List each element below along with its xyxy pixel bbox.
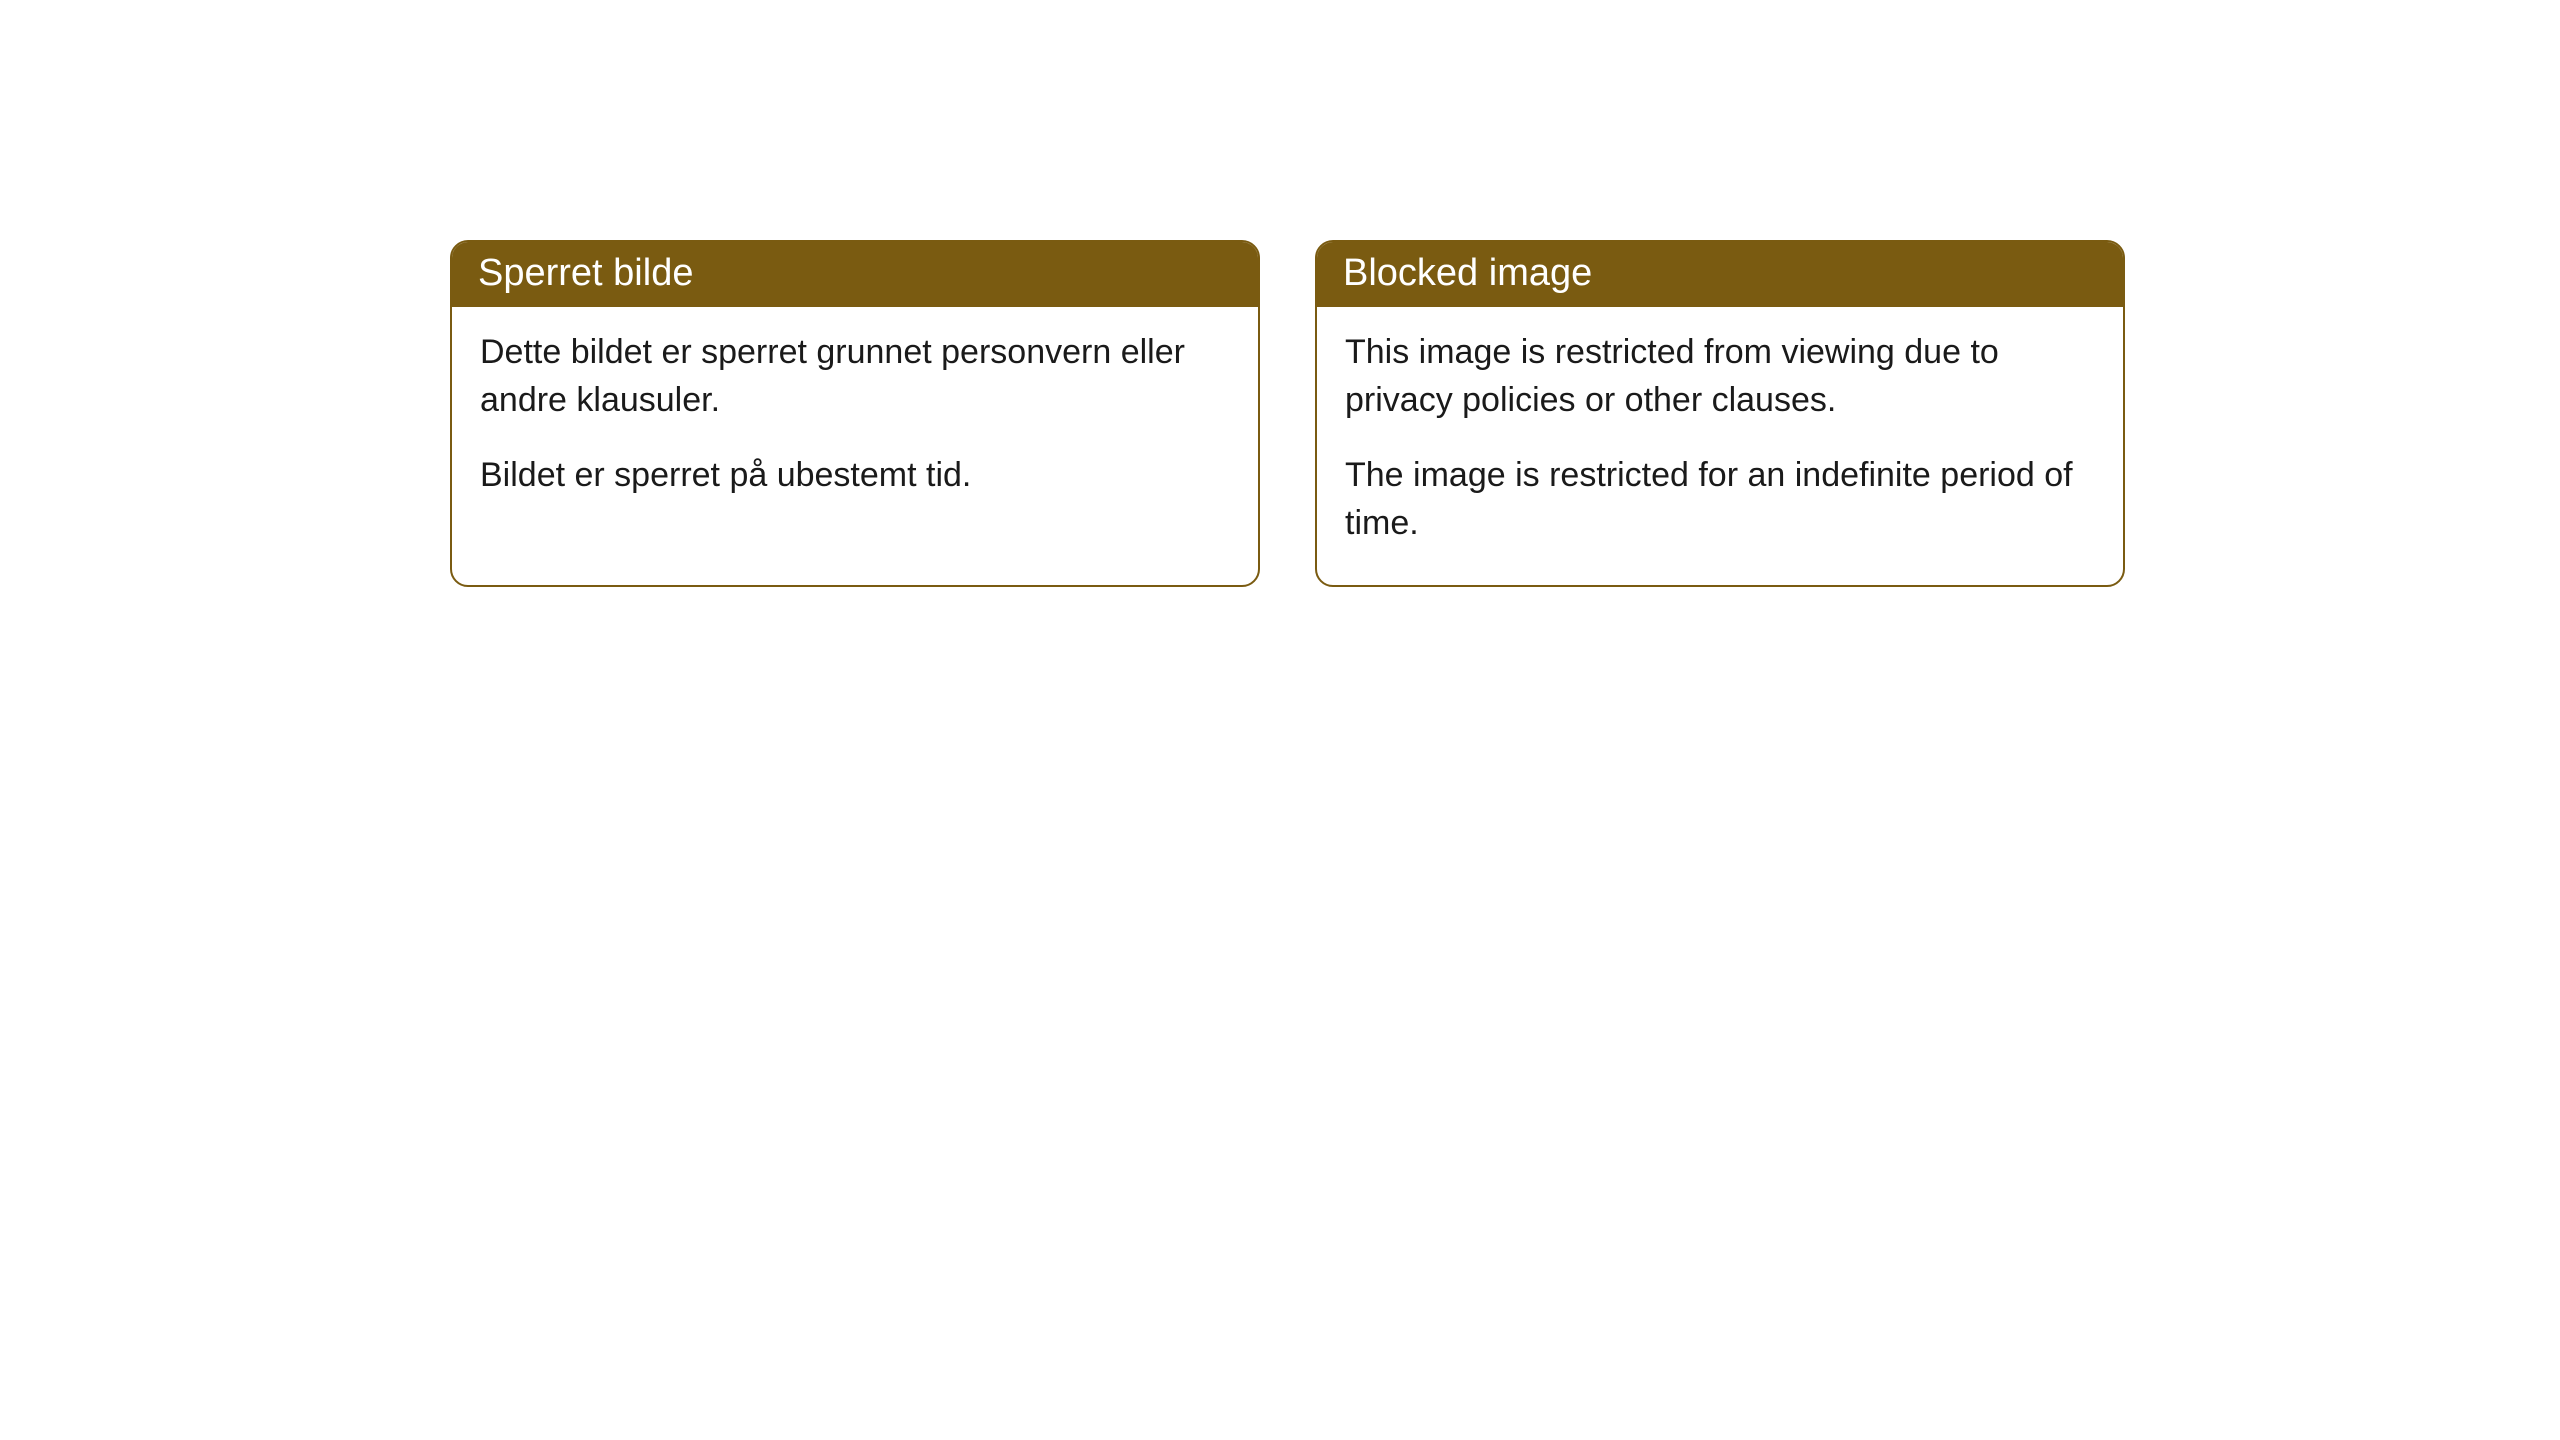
card-text-line: The image is restricted for an indefinit… bbox=[1345, 452, 2095, 547]
card-text-line: Dette bildet er sperret grunnet personve… bbox=[480, 329, 1230, 424]
card-text-line: Bildet er sperret på ubestemt tid. bbox=[480, 452, 1230, 500]
card-title: Blocked image bbox=[1317, 242, 2123, 307]
notice-cards-row: Sperret bilde Dette bildet er sperret gr… bbox=[450, 240, 2125, 587]
blocked-image-card-no: Sperret bilde Dette bildet er sperret gr… bbox=[450, 240, 1260, 587]
card-body: This image is restricted from viewing du… bbox=[1317, 307, 2123, 585]
card-text-line: This image is restricted from viewing du… bbox=[1345, 329, 2095, 424]
card-body: Dette bildet er sperret grunnet personve… bbox=[452, 307, 1258, 538]
card-title: Sperret bilde bbox=[452, 242, 1258, 307]
blocked-image-card-en: Blocked image This image is restricted f… bbox=[1315, 240, 2125, 587]
